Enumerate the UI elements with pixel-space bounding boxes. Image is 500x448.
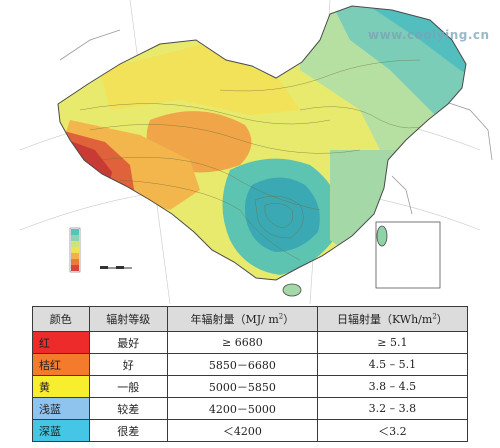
annual-cell: ＜4200 (166, 419, 318, 442)
scale-bar (100, 266, 132, 269)
grade-cell: 好 (88, 353, 168, 376)
header-annual: 年辐射量（MJ/ m2） (166, 306, 318, 332)
watermark: www.coolying.cn (368, 28, 490, 42)
legend-swatch (71, 229, 79, 235)
legend-swatch (71, 241, 79, 247)
header-daily: 日辐射量（KWh/m2） (316, 306, 469, 332)
color-cell-orange-red: 桔红 (32, 353, 90, 376)
grade-cell: 很差 (88, 419, 168, 442)
china-solar-radiation-map: www.coolying.cn (19, 0, 493, 304)
table-row: 深蓝 很差 ＜4200 ＜3.2 (32, 419, 469, 442)
map-graphic (19, 0, 493, 304)
daily-cell: ＜3.2 (316, 419, 469, 442)
color-cell-yellow: 黄 (32, 375, 90, 398)
table-row: 黄 一般 5000－5850 3.8 – 4.5 (32, 375, 469, 398)
header-color: 颜色 (32, 306, 90, 332)
color-cell-light-blue: 浅蓝 (32, 397, 90, 420)
legend-swatch (71, 235, 79, 241)
grade-cell: 最好 (88, 331, 168, 354)
annual-cell: 5850－6680 (166, 353, 318, 376)
radiation-grade-table: 颜色 辐射等级 年辐射量（MJ/ m2） 日辐射量（KWh/m2） 红 最好 ≥… (32, 306, 469, 442)
color-cell-red: 红 (32, 331, 90, 354)
legend-swatch (71, 253, 79, 259)
daily-cell: 4.5 – 5.1 (316, 353, 469, 376)
legend-swatch (71, 247, 79, 253)
country-outline (57, 5, 467, 281)
header-grade: 辐射等级 (88, 306, 168, 332)
grade-cell: 一般 (88, 375, 168, 398)
hainan-island (282, 283, 302, 297)
daily-cell: 3.8 – 4.5 (316, 375, 469, 398)
grade-cell: 较差 (88, 397, 168, 420)
legend-swatch (71, 259, 79, 265)
south-sea-inset (375, 221, 441, 289)
contour-lines (79, 59, 451, 261)
table-header-row: 颜色 辐射等级 年辐射量（MJ/ m2） 日辐射量（KWh/m2） (32, 306, 469, 332)
annual-cell: ≥ 6680 (166, 331, 318, 354)
taiwan-island (376, 225, 388, 247)
table-row: 红 最好 ≥ 6680 ≥ 5.1 (32, 331, 469, 354)
annual-cell: 4200－5000 (166, 397, 318, 420)
map-legend (69, 227, 81, 273)
annual-cell: 5000－5850 (166, 375, 318, 398)
table-row: 桔红 好 5850－6680 4.5 – 5.1 (32, 353, 469, 376)
color-cell-dark-blue: 深蓝 (32, 419, 90, 442)
legend-swatch (71, 265, 79, 271)
daily-cell: ≥ 5.1 (316, 331, 469, 354)
neighbour-borders (59, 29, 493, 215)
table-row: 浅蓝 较差 4200－5000 3.2 – 3.8 (32, 397, 469, 420)
daily-cell: 3.2 – 3.8 (316, 397, 469, 420)
